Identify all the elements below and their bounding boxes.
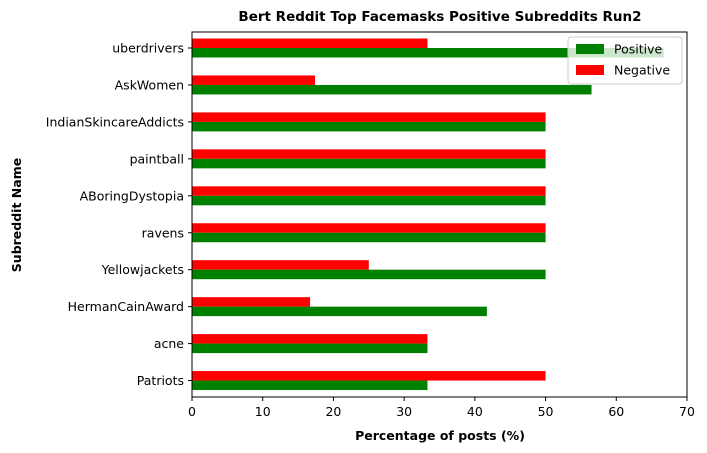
bar-positive-askwomen (192, 84, 592, 95)
bar-negative-askwomen (192, 75, 316, 85)
x-tick-label: 30 (396, 404, 412, 419)
bar-negative-yellowjackets (192, 260, 369, 270)
y-axis: uberdrivers AskWomen IndianSkincareAddicts… (46, 41, 192, 388)
x-tick-label: 10 (255, 404, 271, 419)
bar-negative-acne (192, 334, 428, 344)
legend: Positive Negative (567, 36, 683, 85)
bar-positive-acne (192, 343, 428, 354)
y-tick-label: Patriots (137, 373, 184, 388)
plot-frame (191, 31, 688, 398)
bar-negative-paintball (192, 149, 546, 159)
bar-negative-hermancainaward (192, 297, 311, 307)
y-tick-label: uberdrivers (112, 41, 184, 56)
bar-positive-uberdrivers (192, 48, 664, 58)
legend-swatch-negative (576, 65, 604, 75)
legend-swatch-positive (576, 44, 604, 54)
bar-positive-ravens (192, 232, 546, 243)
x-axis: 0 10 20 30 40 50 60 70 (188, 397, 695, 419)
bar-positive-yellowjackets (192, 269, 546, 280)
bar-positive-paintball (192, 158, 546, 169)
y-tick-label: Yellowjackets (101, 262, 184, 277)
y-tick-label: acne (154, 336, 184, 351)
bar-positive-indianskincareaddicts (192, 121, 546, 132)
y-tick-label: paintball (130, 151, 184, 166)
bar-negative-aboringdystopia (192, 186, 546, 196)
y-tick-label: AskWomen (115, 77, 184, 92)
y-tick-label: ABoringDystopia (80, 188, 184, 203)
bar-positive-patriots (192, 380, 428, 391)
y-axis-label: Subreddit Name (9, 158, 24, 272)
bars-layer (192, 38, 664, 391)
y-tick-label: IndianSkincareAddicts (46, 114, 184, 129)
bar-positive-aboringdystopia (192, 195, 546, 206)
x-axis-label: Percentage of posts (%) (355, 428, 525, 443)
x-tick-label: 50 (538, 404, 554, 419)
bar-negative-indianskincareaddicts (192, 112, 546, 122)
legend-label-positive: Positive (614, 42, 662, 57)
x-tick-label: 40 (467, 404, 483, 419)
legend-label-negative: Negative (614, 63, 670, 78)
bar-negative-ravens (192, 223, 546, 233)
x-tick-label: 60 (608, 404, 624, 419)
x-tick-label: 70 (679, 404, 695, 419)
y-tick-label: ravens (142, 225, 184, 240)
y-tick-label: HermanCainAward (68, 299, 184, 314)
bar-positive-hermancainaward (192, 306, 487, 317)
x-tick-label: 0 (188, 404, 196, 419)
bar-negative-patriots (192, 371, 546, 381)
chart-title: Bert Reddit Top Facemasks Positive Subre… (238, 9, 641, 25)
x-tick-label: 20 (325, 404, 341, 419)
bar-negative-uberdrivers (192, 38, 428, 48)
